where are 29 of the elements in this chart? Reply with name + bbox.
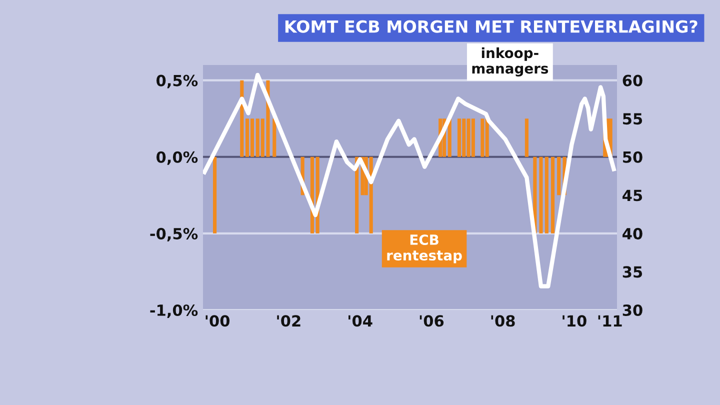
y-tick-label: -1,0%	[150, 304, 198, 318]
series-label: ECB rentestap	[387, 234, 462, 264]
bar	[457, 118, 462, 157]
x-tick-label: '02	[277, 315, 300, 327]
bar	[557, 156, 561, 196]
bar	[524, 118, 528, 157]
chart-title: KOMT ECB MORGEN MET RENTEVERLAGING?	[285, 20, 698, 33]
x-tick-label: '06	[420, 315, 444, 327]
y2-tick-label: 55	[623, 113, 642, 125]
y-tick-label: 0,5%	[156, 74, 198, 88]
x-tick-label: '11	[598, 315, 622, 326]
series-label: inkoop- managers	[472, 47, 548, 76]
y-tick-label: 0,0%	[156, 151, 198, 165]
x-tick-label: '04	[348, 315, 372, 327]
bar	[539, 156, 543, 234]
y2-tick-label: 30	[622, 304, 642, 316]
bar	[212, 156, 217, 234]
x-tick-label: '08	[491, 315, 515, 327]
y2-tick-label: 60	[622, 74, 642, 86]
x-tick-label: '00	[206, 315, 230, 327]
bar	[272, 118, 276, 157]
y-tick-label: -0,5%	[150, 228, 198, 242]
bar	[550, 156, 555, 234]
y2-tick-label: 40	[622, 228, 642, 240]
y2-tick-label: 35	[622, 266, 642, 278]
y2-tick-label: 45	[622, 190, 642, 202]
bar	[544, 156, 548, 234]
x-tick-label: '10	[562, 315, 586, 327]
y2-tick-label: 50	[623, 151, 642, 163]
